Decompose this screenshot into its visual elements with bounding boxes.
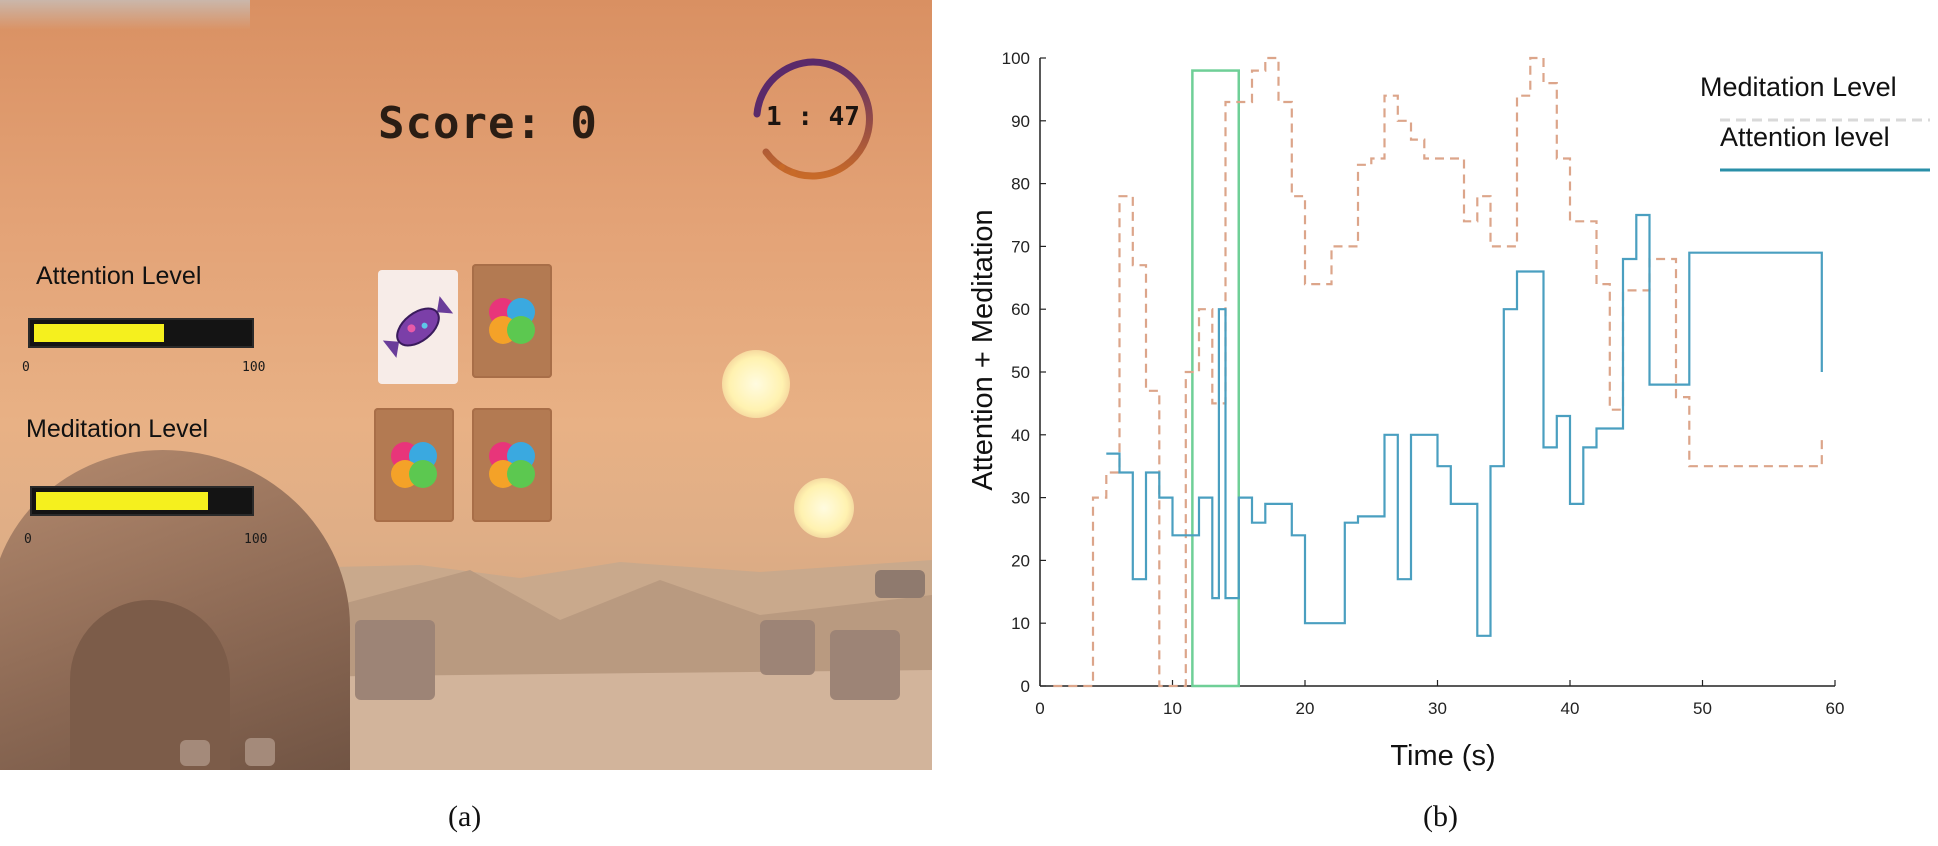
legend-label-attention: Attention level: [1720, 122, 1890, 152]
y-tick-label: 70: [1011, 237, 1030, 256]
memory-card-hidden[interactable]: [472, 264, 552, 378]
x-tick-label: 30: [1428, 699, 1447, 718]
sun-large: [722, 350, 790, 418]
attention-bar: [28, 318, 254, 348]
x-tick-label: 50: [1693, 699, 1712, 718]
y-tick-label: 90: [1011, 112, 1030, 131]
y-tick-label: 30: [1011, 489, 1030, 508]
attention-min: 0: [22, 360, 30, 375]
rock: [875, 570, 925, 598]
game-screen: Score: 0 1 : 47 Attention Level 0 100 Me…: [0, 0, 932, 770]
chart-legend: Meditation Level Attention level: [1700, 72, 1930, 172]
x-tick-label: 60: [1826, 699, 1845, 718]
y-tick-label: 80: [1011, 175, 1030, 194]
highlight-box: [1191, 69, 1240, 688]
memory-card-hidden[interactable]: [374, 408, 454, 522]
legend-label-meditation: Meditation Level: [1700, 72, 1897, 102]
memory-card-revealed[interactable]: [378, 270, 458, 384]
memory-card-hidden[interactable]: [472, 408, 552, 522]
puzzle-icon: [489, 442, 535, 488]
meditation-series-line: [1053, 56, 1823, 688]
meditation-bar-fill: [36, 492, 209, 510]
sun-small: [794, 478, 854, 538]
x-axis-label: Time (s): [1390, 740, 1495, 772]
chart-axes: 0 10 20 30 40 50 60 70 80 90 100 0 10 20 30 40 50 60: [1002, 49, 1845, 718]
meditation-label: Meditation Level: [26, 415, 209, 443]
rock: [760, 620, 815, 675]
meditation-min: 0: [24, 532, 32, 547]
y-tick-label: 20: [1011, 551, 1030, 570]
y-tick-label: 50: [1011, 363, 1030, 382]
meditation-max: 100: [244, 532, 268, 547]
rock: [355, 620, 435, 700]
rock: [830, 630, 900, 700]
attention-bar-fill: [34, 324, 164, 342]
y-tick-label: 10: [1011, 614, 1030, 633]
x-tick-label: 10: [1163, 699, 1182, 718]
puzzle-icon: [391, 442, 437, 488]
y-tick-label: 40: [1011, 426, 1030, 445]
chart-series: [1053, 56, 1823, 688]
timer-ring-icon: [753, 58, 873, 180]
rock: [245, 738, 275, 766]
timer-text: 1 : 47: [766, 102, 860, 132]
x-tick-label: 0: [1035, 699, 1044, 718]
meditation-bar: [30, 486, 254, 516]
x-tick-label: 40: [1561, 699, 1580, 718]
y-tick-label: 100: [1002, 49, 1030, 68]
attention-meditation-chart: 0 10 20 30 40 50 60 70 80 90 100 0 10 20 30 40 50 60 Atte…: [967, 49, 1930, 772]
y-tick-label: 60: [1011, 300, 1030, 319]
caption-a: (a): [448, 800, 482, 833]
puzzle-icon: [489, 298, 535, 344]
candy-icon: [382, 296, 454, 358]
y-axis-label: Attention + Meditation: [967, 209, 999, 490]
attention-max: 100: [242, 360, 266, 375]
highlight-rect: [1191, 69, 1240, 688]
score-display: Score: 0: [378, 98, 598, 149]
attention-series-line: [1106, 213, 1823, 637]
attention-label: Attention Level: [36, 262, 202, 290]
rock: [180, 740, 210, 766]
sky-edge: [0, 0, 250, 30]
caption-b: (b): [1423, 800, 1458, 833]
y-tick-label: 0: [1021, 677, 1030, 696]
x-tick-label: 20: [1296, 699, 1315, 718]
